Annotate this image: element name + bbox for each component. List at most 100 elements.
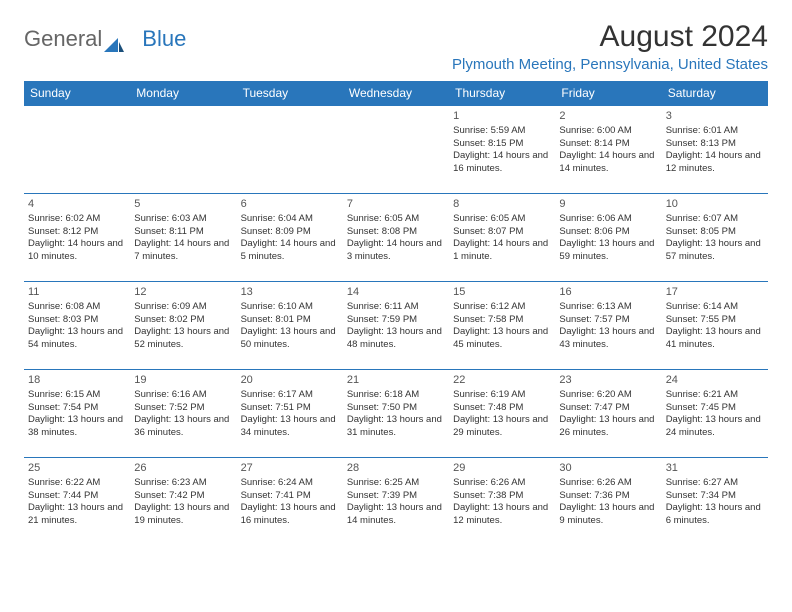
- calendar-day-cell: 3Sunrise: 6:01 AMSunset: 8:13 PMDaylight…: [662, 106, 768, 194]
- sunrise-line: Sunrise: 6:20 AM: [559, 389, 657, 402]
- sunrise-line: Sunrise: 6:07 AM: [666, 213, 764, 226]
- calendar-day-cell: 26Sunrise: 6:23 AMSunset: 7:42 PMDayligh…: [130, 458, 236, 546]
- sunrise-line: Sunrise: 5:59 AM: [453, 125, 551, 138]
- calendar-day-cell: [343, 106, 449, 194]
- sunset-line: Sunset: 7:51 PM: [241, 402, 339, 415]
- sunrise-line: Sunrise: 6:10 AM: [241, 301, 339, 314]
- daylight-line: Daylight: 14 hours and 12 minutes.: [666, 150, 764, 176]
- day-number: 3: [666, 109, 764, 124]
- daylight-line: Daylight: 13 hours and 57 minutes.: [666, 238, 764, 264]
- day-number: 27: [241, 461, 339, 476]
- brand-logo: General Blue: [24, 26, 186, 52]
- sunrise-line: Sunrise: 6:13 AM: [559, 301, 657, 314]
- day-number: 22: [453, 373, 551, 388]
- sunrise-line: Sunrise: 6:02 AM: [28, 213, 126, 226]
- sunrise-line: Sunrise: 6:16 AM: [134, 389, 232, 402]
- day-number: 24: [666, 373, 764, 388]
- sunrise-line: Sunrise: 6:18 AM: [347, 389, 445, 402]
- daylight-line: Daylight: 13 hours and 36 minutes.: [134, 414, 232, 440]
- day-number: 5: [134, 197, 232, 212]
- weekday-header: Thursday: [449, 81, 555, 106]
- sunset-line: Sunset: 7:42 PM: [134, 490, 232, 503]
- day-number: 11: [28, 285, 126, 300]
- sunrise-line: Sunrise: 6:01 AM: [666, 125, 764, 138]
- calendar-day-cell: [24, 106, 130, 194]
- calendar-day-cell: 31Sunrise: 6:27 AMSunset: 7:34 PMDayligh…: [662, 458, 768, 546]
- day-number: 14: [347, 285, 445, 300]
- daylight-line: Daylight: 14 hours and 1 minute.: [453, 238, 551, 264]
- calendar-day-cell: 24Sunrise: 6:21 AMSunset: 7:45 PMDayligh…: [662, 370, 768, 458]
- sunset-line: Sunset: 8:08 PM: [347, 226, 445, 239]
- calendar-day-cell: 2Sunrise: 6:00 AMSunset: 8:14 PMDaylight…: [555, 106, 661, 194]
- sunrise-line: Sunrise: 6:14 AM: [666, 301, 764, 314]
- sunset-line: Sunset: 8:02 PM: [134, 314, 232, 327]
- calendar-day-cell: 12Sunrise: 6:09 AMSunset: 8:02 PMDayligh…: [130, 282, 236, 370]
- calendar-day-cell: 6Sunrise: 6:04 AMSunset: 8:09 PMDaylight…: [237, 194, 343, 282]
- day-number: 7: [347, 197, 445, 212]
- daylight-line: Daylight: 13 hours and 48 minutes.: [347, 326, 445, 352]
- day-number: 13: [241, 285, 339, 300]
- calendar-day-cell: 17Sunrise: 6:14 AMSunset: 7:55 PMDayligh…: [662, 282, 768, 370]
- daylight-line: Daylight: 13 hours and 59 minutes.: [559, 238, 657, 264]
- daylight-line: Daylight: 14 hours and 3 minutes.: [347, 238, 445, 264]
- sunrise-line: Sunrise: 6:09 AM: [134, 301, 232, 314]
- sunset-line: Sunset: 8:06 PM: [559, 226, 657, 239]
- calendar-table: SundayMondayTuesdayWednesdayThursdayFrid…: [24, 81, 768, 546]
- sunset-line: Sunset: 7:44 PM: [28, 490, 126, 503]
- sunrise-line: Sunrise: 6:15 AM: [28, 389, 126, 402]
- day-number: 25: [28, 461, 126, 476]
- weekday-header: Wednesday: [343, 81, 449, 106]
- day-number: 16: [559, 285, 657, 300]
- sunrise-line: Sunrise: 6:05 AM: [453, 213, 551, 226]
- day-number: 29: [453, 461, 551, 476]
- daylight-line: Daylight: 13 hours and 50 minutes.: [241, 326, 339, 352]
- day-number: 1: [453, 109, 551, 124]
- daylight-line: Daylight: 13 hours and 6 minutes.: [666, 502, 764, 528]
- sunset-line: Sunset: 8:12 PM: [28, 226, 126, 239]
- sunset-line: Sunset: 7:41 PM: [241, 490, 339, 503]
- weekday-header: Monday: [130, 81, 236, 106]
- calendar-header-row: SundayMondayTuesdayWednesdayThursdayFrid…: [24, 81, 768, 106]
- calendar-day-cell: 14Sunrise: 6:11 AMSunset: 7:59 PMDayligh…: [343, 282, 449, 370]
- calendar-day-cell: 29Sunrise: 6:26 AMSunset: 7:38 PMDayligh…: [449, 458, 555, 546]
- daylight-line: Daylight: 13 hours and 21 minutes.: [28, 502, 126, 528]
- daylight-line: Daylight: 14 hours and 7 minutes.: [134, 238, 232, 264]
- sunrise-line: Sunrise: 6:06 AM: [559, 213, 657, 226]
- daylight-line: Daylight: 13 hours and 16 minutes.: [241, 502, 339, 528]
- calendar-day-cell: [237, 106, 343, 194]
- sunrise-line: Sunrise: 6:26 AM: [559, 477, 657, 490]
- day-number: 9: [559, 197, 657, 212]
- sunset-line: Sunset: 7:59 PM: [347, 314, 445, 327]
- day-number: 6: [241, 197, 339, 212]
- sunset-line: Sunset: 8:03 PM: [28, 314, 126, 327]
- sunset-line: Sunset: 7:52 PM: [134, 402, 232, 415]
- calendar-day-cell: 9Sunrise: 6:06 AMSunset: 8:06 PMDaylight…: [555, 194, 661, 282]
- sunrise-line: Sunrise: 6:04 AM: [241, 213, 339, 226]
- sunrise-line: Sunrise: 6:27 AM: [666, 477, 764, 490]
- sunrise-line: Sunrise: 6:03 AM: [134, 213, 232, 226]
- sunset-line: Sunset: 8:01 PM: [241, 314, 339, 327]
- sunset-line: Sunset: 8:13 PM: [666, 138, 764, 151]
- sunrise-line: Sunrise: 6:00 AM: [559, 125, 657, 138]
- daylight-line: Daylight: 13 hours and 24 minutes.: [666, 414, 764, 440]
- daylight-line: Daylight: 13 hours and 26 minutes.: [559, 414, 657, 440]
- day-number: 28: [347, 461, 445, 476]
- calendar-day-cell: 25Sunrise: 6:22 AMSunset: 7:44 PMDayligh…: [24, 458, 130, 546]
- sunset-line: Sunset: 7:58 PM: [453, 314, 551, 327]
- calendar-day-cell: 18Sunrise: 6:15 AMSunset: 7:54 PMDayligh…: [24, 370, 130, 458]
- sunset-line: Sunset: 8:07 PM: [453, 226, 551, 239]
- daylight-line: Daylight: 13 hours and 38 minutes.: [28, 414, 126, 440]
- sunrise-line: Sunrise: 6:11 AM: [347, 301, 445, 314]
- sunrise-line: Sunrise: 6:22 AM: [28, 477, 126, 490]
- daylight-line: Daylight: 13 hours and 19 minutes.: [134, 502, 232, 528]
- header: General Blue August 2024 Plymouth Meetin…: [24, 20, 768, 73]
- sunrise-line: Sunrise: 6:05 AM: [347, 213, 445, 226]
- sunset-line: Sunset: 7:54 PM: [28, 402, 126, 415]
- calendar-day-cell: 23Sunrise: 6:20 AMSunset: 7:47 PMDayligh…: [555, 370, 661, 458]
- sunset-line: Sunset: 7:34 PM: [666, 490, 764, 503]
- sunrise-line: Sunrise: 6:12 AM: [453, 301, 551, 314]
- sunrise-line: Sunrise: 6:24 AM: [241, 477, 339, 490]
- sunset-line: Sunset: 8:05 PM: [666, 226, 764, 239]
- calendar-day-cell: 15Sunrise: 6:12 AMSunset: 7:58 PMDayligh…: [449, 282, 555, 370]
- daylight-line: Daylight: 13 hours and 9 minutes.: [559, 502, 657, 528]
